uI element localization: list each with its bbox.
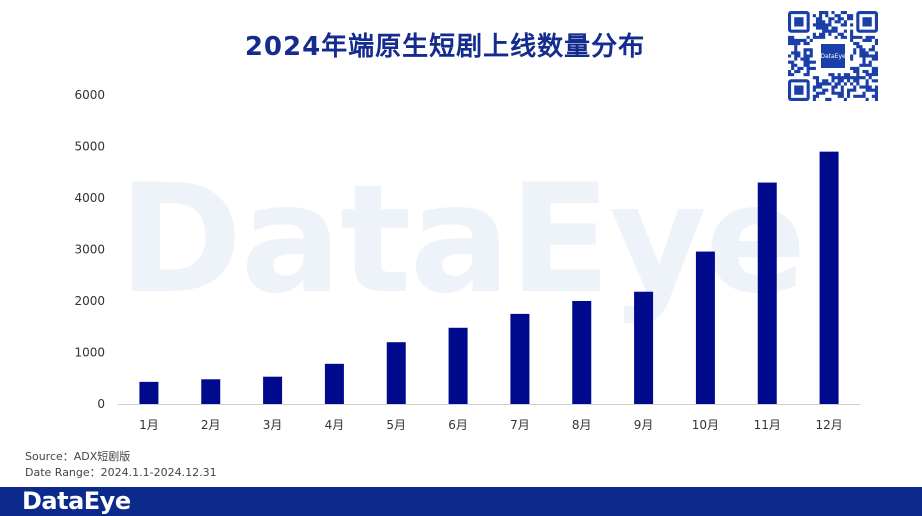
y-tick-label: 6000 (74, 88, 105, 102)
footer-logo: DataEye (22, 487, 131, 515)
x-tick-label: 7月 (510, 418, 530, 432)
source-note: Source：ADX短剧版 Date Range：2024.1.1-2024.1… (25, 449, 217, 481)
qr-pattern (787, 10, 878, 101)
x-tick-label: 8月 (572, 418, 592, 432)
bar (263, 376, 283, 404)
x-tick-label: 4月 (325, 418, 345, 432)
bar (572, 301, 592, 404)
bar (510, 313, 530, 404)
x-tick-label: 6月 (448, 418, 468, 432)
bar (324, 363, 344, 404)
source-label: Source：ADX短剧版 (25, 450, 131, 463)
x-tick-label: 10月 (692, 418, 719, 432)
watermark: DataEye (118, 153, 807, 327)
x-tick-label: 2月 (201, 418, 221, 432)
bar (695, 251, 715, 404)
y-tick-label: 3000 (74, 243, 105, 257)
x-tick-label: 12月 (815, 418, 842, 432)
y-tick-label: 5000 (74, 140, 105, 154)
bar (201, 379, 221, 404)
y-tick-label: 1000 (74, 346, 105, 360)
x-tick-label: 3月 (263, 418, 283, 432)
chart-title: 2024年端原生短剧上线数量分布 (244, 32, 646, 62)
bar (757, 182, 777, 404)
bar (634, 291, 654, 404)
bar (139, 381, 159, 404)
date-range-label: Date Range：2024.1.1-2024.12.31 (25, 466, 217, 479)
bar (386, 342, 406, 404)
x-tick-label: 5月 (386, 418, 406, 432)
footer-bar: DataEye (0, 487, 922, 516)
qr-code[interactable]: DataEye (787, 10, 878, 101)
x-tick-label: 9月 (634, 418, 654, 432)
y-tick-label: 0 (97, 397, 105, 411)
bar-chart: 0 1000 2000 3000 4000 5000 6000 1月 2月 3月 4月 5月 6月 7月 8… (74, 88, 860, 432)
y-tick-label: 2000 (74, 294, 105, 308)
x-tick-label: 1月 (139, 418, 159, 432)
qr-logo: DataEye (819, 42, 847, 70)
x-tick-label: 11月 (754, 418, 781, 432)
y-tick-label: 4000 (74, 191, 105, 205)
bar (448, 327, 468, 404)
bar (819, 151, 839, 404)
